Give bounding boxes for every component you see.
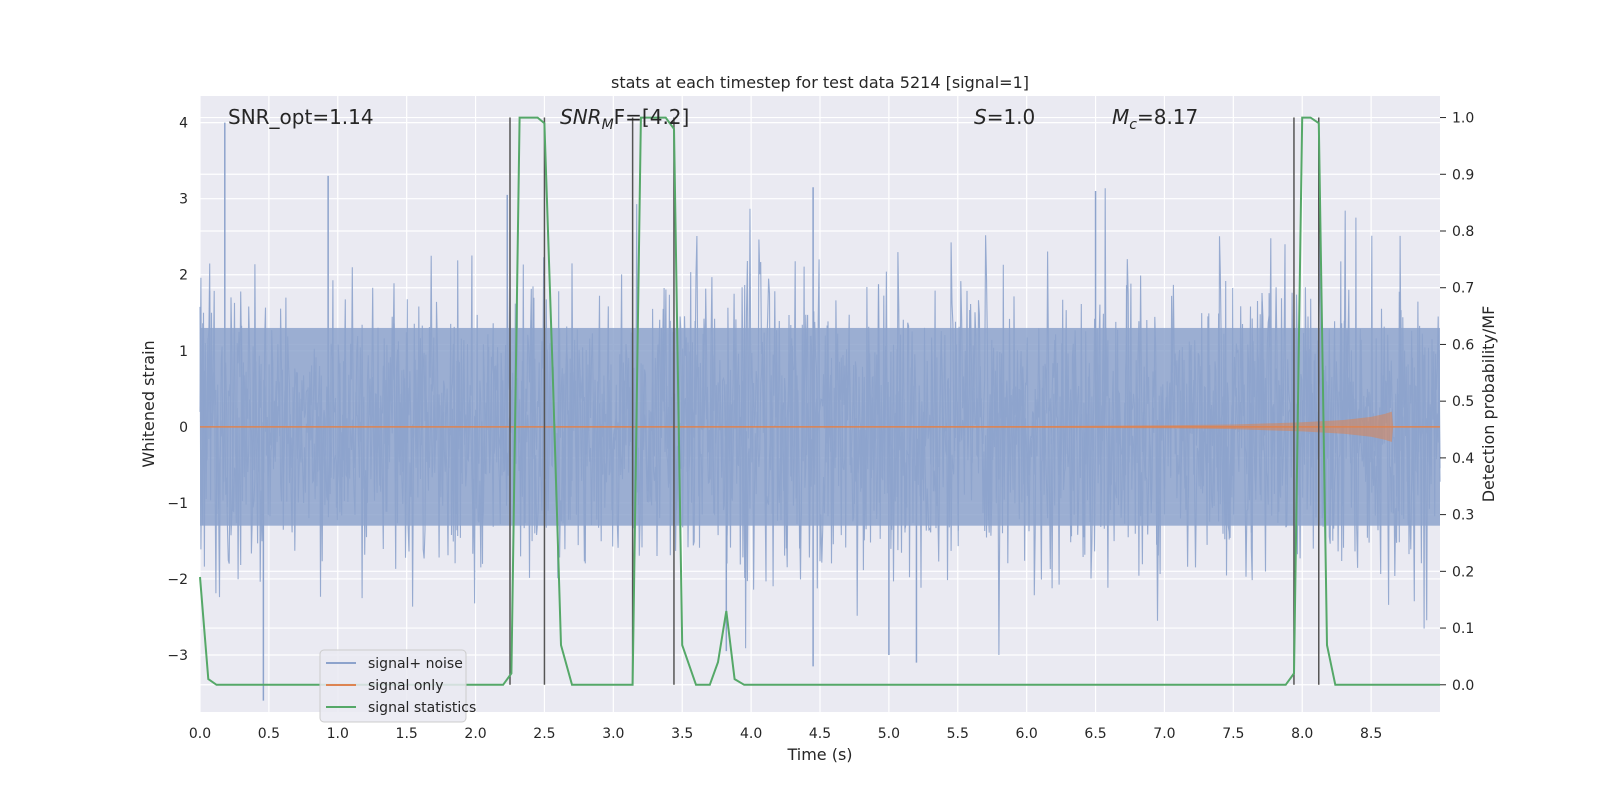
statistics-line xyxy=(199,116,1440,686)
y-tick-label: −1 xyxy=(167,496,188,512)
annotation-s-rest: =1.0 xyxy=(987,105,1036,129)
x-tick-label: 2.5 xyxy=(533,726,555,742)
x-tick-label: 1.5 xyxy=(396,726,418,742)
y-tick-labels: 4 3 2 1 0 −1 −2 −3 xyxy=(167,116,188,664)
x-axis-label: Time (s) xyxy=(786,745,852,764)
y2-tick-label: 0.3 xyxy=(1452,508,1474,524)
x-tick-label: 2.0 xyxy=(464,726,486,742)
series-signal-only xyxy=(200,411,1440,442)
x-tick-label: 3.5 xyxy=(671,726,693,742)
legend-box xyxy=(319,649,467,723)
legend-label-signal-noise: signal+ noise xyxy=(368,656,463,672)
annotation-snr-mf-sub: M xyxy=(602,117,614,133)
chart-title: stats at each timestep for test data 521… xyxy=(611,73,1029,92)
signal-chirp xyxy=(200,411,1440,442)
y-tick-label: −3 xyxy=(167,648,188,664)
x-tick-label: 4.5 xyxy=(809,726,831,742)
annotation-mc-main: M xyxy=(1112,105,1129,129)
x-tick-label: 0.0 xyxy=(189,726,211,742)
y2-tick-label: 0.9 xyxy=(1452,167,1474,183)
x-tick-label: 3.0 xyxy=(602,726,624,742)
x-tick-label: 5.5 xyxy=(947,726,969,742)
y-tick-label: 1 xyxy=(179,344,188,360)
y2-tick-label: 0.2 xyxy=(1452,564,1474,580)
legend-label-signal-only: signal only xyxy=(368,678,443,694)
y2-tick-label: 0.4 xyxy=(1452,451,1474,467)
x-tick-label: 8.0 xyxy=(1291,726,1313,742)
y2-axis-label: Detection probability/MF xyxy=(1479,306,1498,503)
x-tick-label: 7.5 xyxy=(1222,726,1244,742)
y-tick-label: 0 xyxy=(179,420,188,436)
annotation-s: S=1.0 xyxy=(974,105,1035,129)
annotation-snr-mf-rest: F=[4.2] xyxy=(614,105,690,129)
y-tick-label: 2 xyxy=(179,268,188,284)
annotation-mc-rest: =8.17 xyxy=(1137,105,1198,129)
vertical-markers xyxy=(509,117,1320,685)
annotation-s-main: S xyxy=(974,105,987,129)
y2-tick-label: 0.7 xyxy=(1452,281,1474,297)
y2-tick-label: 0.6 xyxy=(1452,337,1474,353)
annotation-mc-sub: c xyxy=(1129,117,1137,133)
x-tick-labels: 0.0 0.5 1.0 1.5 2.0 2.5 3.0 3.5 4.0 4.5 5.0 5.5 6.0 6… xyxy=(189,726,1382,742)
x-tick-label: 1.0 xyxy=(327,726,349,742)
y-tick-label: −2 xyxy=(167,572,188,588)
x-tick-label: 6.5 xyxy=(1084,726,1106,742)
y2-tick-label: 0.5 xyxy=(1452,394,1474,410)
y2-tick-label: 0.8 xyxy=(1452,224,1474,240)
legend: signal+ noise signal only signal statist… xyxy=(319,649,476,723)
annotation-snr-mf: SNRMF=[4.2] xyxy=(560,105,689,133)
annotation-mc: Mc=8.17 xyxy=(1112,105,1198,133)
annotation-snr-opt: SNR_opt=1.14 xyxy=(228,105,374,129)
x-tick-label: 8.5 xyxy=(1360,726,1382,742)
x-tick-label: 0.5 xyxy=(258,726,280,742)
y-tick-label: 4 xyxy=(179,116,188,132)
y-tick-label: 3 xyxy=(179,192,188,208)
legend-label-signal-statistics: signal statistics xyxy=(368,700,476,716)
y-axis-label: Whitened strain xyxy=(139,340,158,467)
y2-tick-labels: 0.0 0.1 0.2 0.3 0.4 0.5 0.6 0.7 0.8 0.9 1.0 xyxy=(1440,111,1474,694)
x-tick-label: 5.0 xyxy=(878,726,900,742)
y2-tick-label: 1.0 xyxy=(1452,111,1474,127)
x-tick-label: 6.0 xyxy=(1016,726,1038,742)
annotation-snr-mf-main: SNR xyxy=(560,105,602,129)
y2-tick-label: 0.1 xyxy=(1452,621,1474,637)
x-tick-label: 7.0 xyxy=(1153,726,1175,742)
series-signal-statistics xyxy=(199,116,1440,686)
x-tick-label: 4.0 xyxy=(740,726,762,742)
y2-tick-label: 0.0 xyxy=(1452,678,1474,694)
